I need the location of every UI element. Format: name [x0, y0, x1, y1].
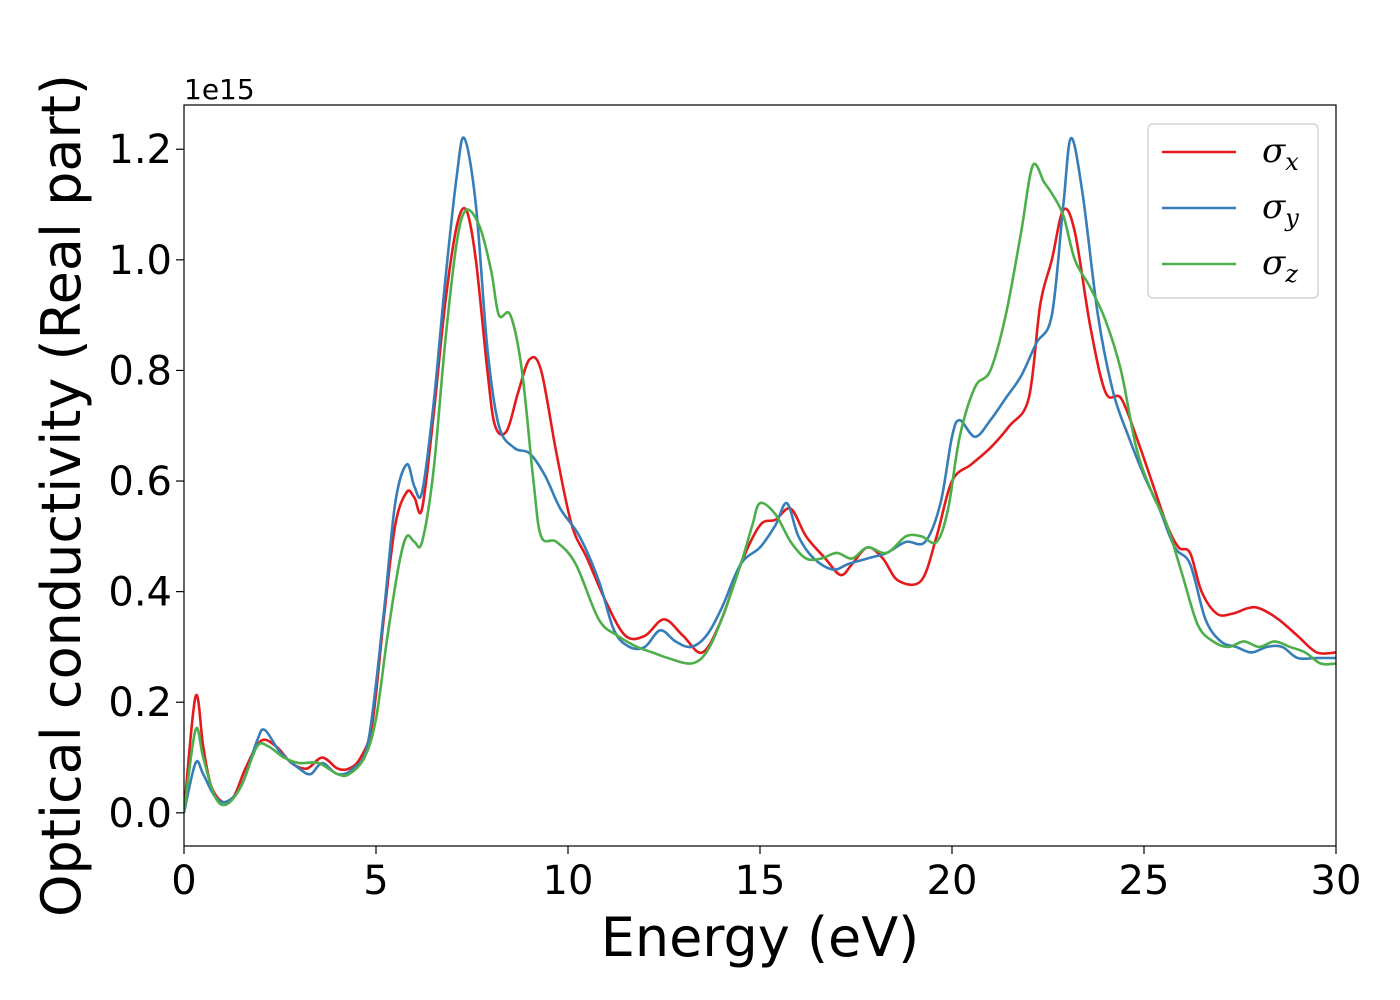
y-tick-label: 0.6	[108, 459, 172, 505]
x-tick-label: 0	[171, 858, 196, 904]
y-tick-label: 0.4	[108, 570, 172, 616]
y-tick-label: 0.2	[108, 680, 172, 726]
y-tick-label: 0.0	[108, 791, 172, 837]
legend: σx σy σz	[1147, 123, 1319, 299]
legend-label-y: σy	[1262, 187, 1299, 232]
x-tick-label: 10	[543, 858, 594, 904]
legend-label-z: σz	[1262, 243, 1298, 288]
y-axis-title: Optical conductivity (Real part)	[30, 74, 93, 917]
series-line-y	[184, 136, 1336, 814]
legend-frame	[1147, 123, 1319, 299]
series-line-x	[184, 206, 1336, 813]
axis-ticks: 0 5 10 15 20 25 30 0.0 0.2 0.4 0.6 0.8 1.0 1.2	[108, 127, 1361, 904]
x-tick-label: 15	[735, 858, 786, 904]
x-tick-label: 30	[1311, 858, 1362, 904]
y-tick-label: 1.0	[108, 238, 172, 284]
y-offset-label: 1e15	[184, 73, 255, 106]
x-tick-label: 5	[363, 858, 388, 904]
x-tick-label: 25	[1119, 858, 1170, 904]
y-tick-label: 0.8	[108, 348, 172, 394]
y-tick-label: 1.2	[108, 127, 172, 173]
x-axis-title: Energy (eV)	[601, 906, 920, 969]
x-tick-label: 20	[927, 858, 978, 904]
series-line-z	[184, 162, 1336, 813]
legend-label-x: σx	[1262, 131, 1299, 176]
series-lines	[184, 136, 1336, 814]
